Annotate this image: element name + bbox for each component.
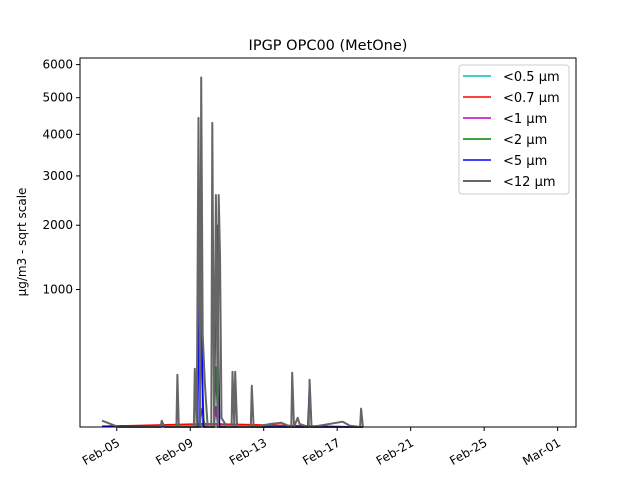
y-tick-label: 6000 <box>42 58 73 72</box>
legend-label-5: <12 µm <box>503 175 556 190</box>
x-tick-label: Feb-17 <box>300 435 342 468</box>
y-tick-label: 3000 <box>42 169 73 183</box>
legend-label-3: <2 µm <box>503 133 547 148</box>
x-tick-label: Feb-09 <box>153 435 195 468</box>
y-tick-label: 1000 <box>42 283 73 297</box>
legend-label-4: <5 µm <box>503 154 547 169</box>
y-tick-label: 4000 <box>42 127 73 141</box>
plot-area-frame <box>79 57 577 428</box>
legend-label-2: <1 µm <box>503 112 547 127</box>
x-tick-label: Feb-05 <box>80 435 122 468</box>
legend-label-0: <0.5 µm <box>503 70 560 85</box>
x-tick-label: Feb-21 <box>374 435 416 468</box>
chart-title: IPGP OPC00 (MetOne) <box>249 38 408 54</box>
series-layer <box>101 76 364 428</box>
y-axis-label: µg/m3 - sqrt scale <box>15 188 29 297</box>
legend-label-1: <0.7 µm <box>503 91 560 106</box>
x-axis: Feb-05 Feb-09 Feb-13 Feb-17 Feb-21 Feb-25 Mar-… <box>80 427 563 468</box>
x-tick-label: Feb-25 <box>447 435 489 468</box>
y-tick-label: 5000 <box>42 91 73 105</box>
y-tick-label: 2000 <box>42 218 73 232</box>
y-axis: 1000 2000 3000 4000 5000 6000 <box>42 58 80 297</box>
series-line-5 <box>101 76 364 428</box>
x-tick-label: Mar-01 <box>520 435 563 468</box>
legend: <0.5 µm <0.7 µm <1 µm <2 µm <5 µm <12 µm <box>458 64 570 195</box>
x-tick-label: Feb-13 <box>227 435 269 468</box>
